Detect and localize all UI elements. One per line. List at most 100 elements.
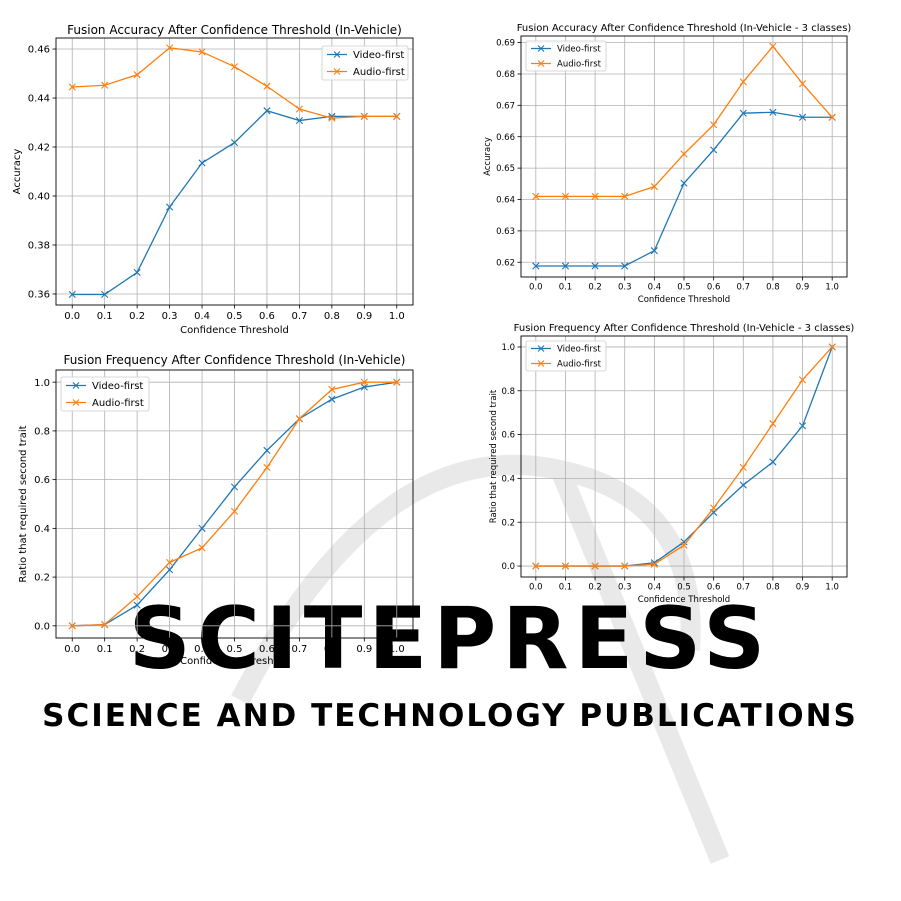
chart-title: Fusion Accuracy After Confidence Thresho… xyxy=(517,23,852,34)
data-point-marker xyxy=(710,121,718,129)
data-point-marker xyxy=(360,112,368,120)
data-point-marker xyxy=(561,192,570,200)
y-axis-label: Ratio that required second trait xyxy=(18,425,29,582)
data-point-marker xyxy=(328,114,336,122)
y-tick-label: 0.8 xyxy=(501,387,515,397)
x-tick-label: 0.6 xyxy=(707,583,721,593)
y-tick-label: 0.40 xyxy=(28,192,50,203)
legend-label-audio-first: Audio-first xyxy=(557,360,602,370)
data-point-marker xyxy=(532,562,540,570)
x-axis-label: Confidence Threshold xyxy=(638,295,730,305)
y-tick-label: 0.8 xyxy=(34,427,50,438)
y-tick-label: 0.38 xyxy=(28,241,50,252)
series-lines xyxy=(68,44,401,299)
watermark-subtitle: SCIENCE AND TECHNOLOGY PUBLICATIONS xyxy=(42,698,858,734)
y-axis-label: Ratio that required second trait xyxy=(489,389,499,523)
data-point-marker xyxy=(769,458,777,466)
data-point-marker xyxy=(680,538,688,546)
x-tick-label: 1.0 xyxy=(825,583,839,593)
data-point-marker xyxy=(739,481,747,489)
data-point-marker xyxy=(650,560,658,568)
data-point-marker xyxy=(769,42,777,50)
series-lines xyxy=(532,343,836,570)
x-tick-label: 0.7 xyxy=(737,283,751,293)
y-tick-label: 0.2 xyxy=(501,518,515,528)
data-point-marker xyxy=(295,116,303,125)
x-tick-label: 0.5 xyxy=(227,311,243,322)
x-tick-label: 1.0 xyxy=(389,311,405,322)
data-point-marker xyxy=(101,621,109,629)
chart-title: Fusion Accuracy After Confidence Thresho… xyxy=(67,23,402,37)
legend: Video-first Audio-first xyxy=(525,40,607,72)
legend-marker-audio-first xyxy=(72,399,80,406)
y-tick-label: 0.63 xyxy=(496,227,515,237)
y-axis-label: Accuracy xyxy=(12,149,23,195)
y-tick-label: 1.0 xyxy=(501,343,515,353)
data-point-marker xyxy=(739,78,747,86)
series-lines xyxy=(68,378,401,630)
legend-label-audio-first: Audio-first xyxy=(92,398,144,409)
y-tick-label: 0.0 xyxy=(501,562,515,572)
x-tick-label: 0.2 xyxy=(588,283,602,293)
y-ticks: 0.36 0.38 0.40 0.42 0.44 0.46 xyxy=(28,45,56,301)
grid-lines xyxy=(56,370,413,638)
x-tick-label: 0.7 xyxy=(291,644,307,655)
data-point-marker xyxy=(739,109,747,117)
x-tick-label: 0.0 xyxy=(529,583,543,593)
y-tick-label: 0.6 xyxy=(34,475,50,486)
y-axis-label: Accuracy xyxy=(483,137,493,176)
legend: Video-first Audio-first xyxy=(60,376,150,412)
legend-label-video-first: Video-first xyxy=(353,50,404,61)
series-lines xyxy=(532,42,836,270)
x-tick-label: 0.2 xyxy=(588,583,602,593)
x-tick-label: 0.4 xyxy=(648,583,662,593)
legend-marker-video-first xyxy=(537,45,545,52)
data-point-marker xyxy=(263,446,271,454)
legend-marker-video-first xyxy=(72,382,80,389)
x-tick-label: 0.3 xyxy=(618,583,632,593)
data-point-marker xyxy=(68,290,76,299)
x-tick-label: 0.5 xyxy=(227,644,243,655)
x-tick-label: 1.0 xyxy=(825,283,839,293)
x-tick-label: 0.4 xyxy=(194,311,210,322)
x-tick-label: 0.2 xyxy=(129,644,145,655)
y-tick-label: 0.4 xyxy=(34,524,50,535)
x-axis-label: Confidence Threshold xyxy=(180,656,289,667)
y-tick-label: 0.68 xyxy=(496,70,515,80)
x-tick-label: 0.3 xyxy=(618,283,632,293)
x-tick-label: 0.9 xyxy=(356,644,372,655)
data-point-marker xyxy=(133,268,141,277)
x-tick-label: 0.1 xyxy=(559,283,573,293)
y-tick-label: 0.65 xyxy=(496,164,515,174)
data-point-marker xyxy=(133,592,141,601)
x-axis-label: Confidence Threshold xyxy=(638,595,730,605)
data-point-marker xyxy=(769,420,777,428)
y-tick-label: 0.66 xyxy=(496,133,515,143)
legend-label-audio-first: Audio-first xyxy=(353,67,405,78)
data-point-marker xyxy=(828,113,836,121)
data-point-marker xyxy=(710,504,718,512)
data-point-marker xyxy=(680,179,688,187)
data-point-marker xyxy=(328,395,336,403)
data-point-marker xyxy=(561,262,570,270)
x-tick-label: 0.9 xyxy=(796,283,810,293)
x-tick-label: 0.8 xyxy=(324,644,340,655)
data-point-marker xyxy=(680,541,688,549)
x-tick-label: 0.1 xyxy=(97,644,113,655)
data-point-marker xyxy=(295,105,303,113)
data-point-marker xyxy=(166,558,174,567)
x-axis-label: Confidence Threshold xyxy=(180,325,289,336)
y-tick-label: 1.0 xyxy=(34,378,50,389)
legend: Video-first Audio-first xyxy=(321,45,409,81)
data-point-marker xyxy=(591,562,599,570)
data-point-marker xyxy=(133,71,141,79)
legend-marker-video-first xyxy=(537,345,545,352)
legend-label-audio-first: Audio-first xyxy=(557,60,602,70)
x-ticks: 0.0 0.1 0.2 0.3 0.4 0.5 0.6 0.7 0.8 0.9 1.0 xyxy=(64,305,405,322)
data-point-marker xyxy=(166,566,174,574)
y-tick-label: 0.42 xyxy=(28,143,50,154)
data-point-marker xyxy=(621,562,629,570)
legend-marker-audio-first xyxy=(537,360,545,367)
x-tick-label: 0.9 xyxy=(796,583,810,593)
